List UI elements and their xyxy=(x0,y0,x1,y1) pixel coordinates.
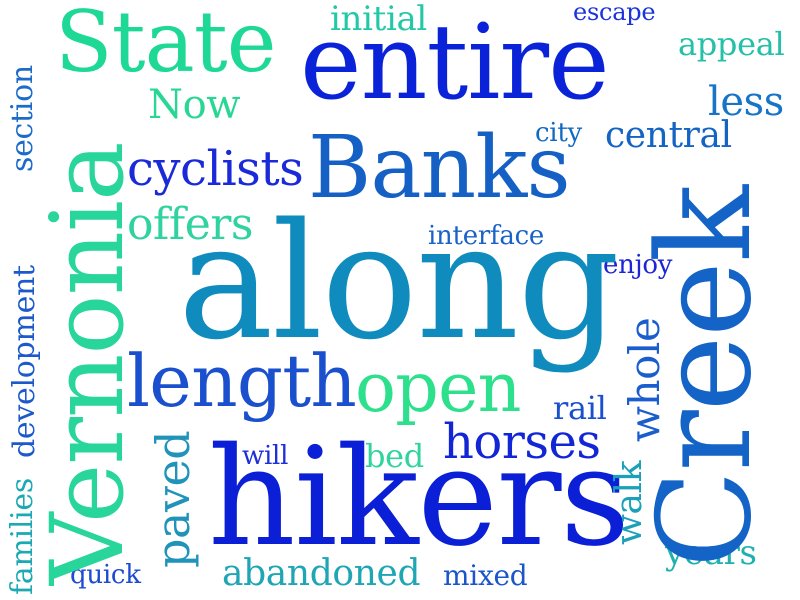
word-escape: escape xyxy=(573,0,656,26)
word-cyclists: cyclists xyxy=(127,141,304,197)
word-development: development xyxy=(7,265,42,458)
word-will: will xyxy=(242,441,289,471)
word-open: open xyxy=(355,349,521,428)
word-appeal: appeal xyxy=(678,25,785,63)
word-state: State xyxy=(55,0,276,91)
word-initial: initial xyxy=(330,0,427,39)
word-walk: walk xyxy=(609,460,650,545)
word-less: less xyxy=(708,79,784,125)
word-interface: interface xyxy=(428,221,545,251)
word-now: Now xyxy=(148,82,241,128)
word-central: central xyxy=(605,115,732,156)
word-hikers: hikers xyxy=(208,419,630,577)
word-section: section xyxy=(5,65,40,172)
word-along: along xyxy=(178,188,620,375)
word-paved: paved xyxy=(146,430,200,568)
word-vernonia: Vernonia xyxy=(29,142,146,585)
word-entire: entire xyxy=(300,1,610,123)
word-quick: quick xyxy=(70,560,141,590)
word-families: families xyxy=(5,478,40,595)
word-abandoned: abandoned xyxy=(222,553,421,594)
word-years: years xyxy=(665,533,757,573)
word-bed: bed xyxy=(365,437,424,475)
word-rail: rail xyxy=(553,389,607,427)
word-banks: Banks xyxy=(308,118,571,218)
word-length: length xyxy=(127,339,357,423)
word-city: city xyxy=(535,118,582,148)
word-whole: whole xyxy=(620,317,669,442)
word-mixed: mixed xyxy=(443,559,528,592)
word-offers: offers xyxy=(127,199,254,250)
word-enjoy: enjoy xyxy=(603,250,673,280)
word-horses: horses xyxy=(443,414,601,470)
